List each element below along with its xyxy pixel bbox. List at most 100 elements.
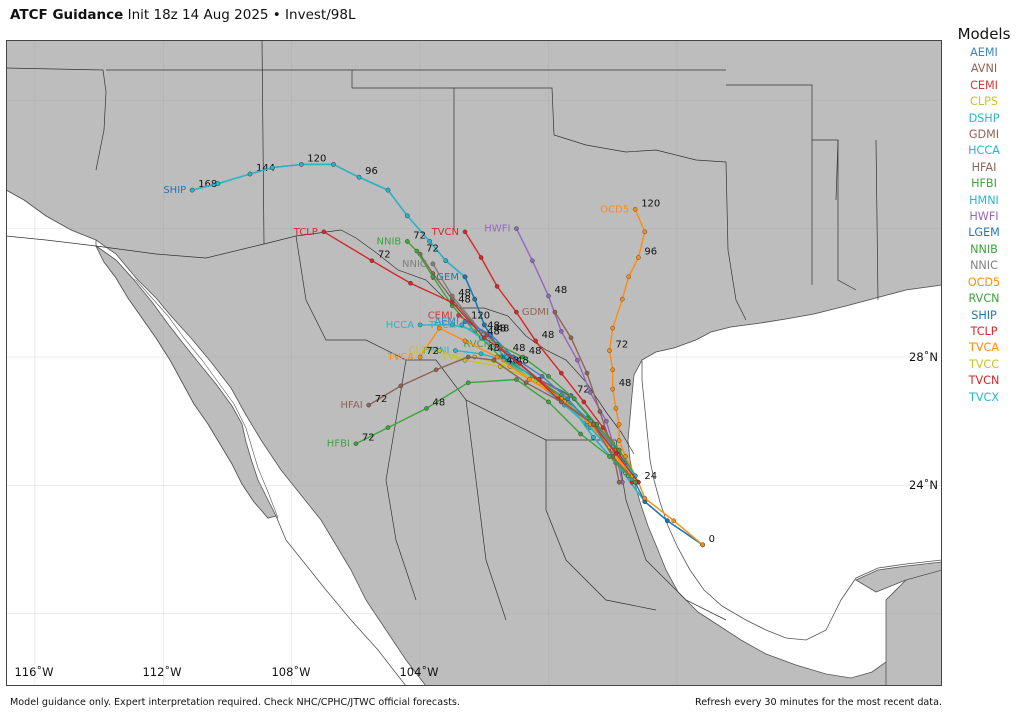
track-gdmi[interactable]: GDMI [522, 307, 622, 485]
track-point [437, 325, 442, 331]
track-point [481, 322, 487, 328]
track-point [620, 296, 625, 302]
track-point [552, 309, 558, 315]
border-co-nm [262, 69, 353, 88]
track-point [616, 479, 622, 485]
forecast-hour-label: 48 [506, 356, 519, 367]
track-point [514, 377, 519, 382]
track-point [642, 495, 648, 501]
forecast-hour-label: 48 [494, 324, 507, 335]
track-point [559, 399, 564, 405]
track-ocd5[interactable]: 24 48 72 96 120 OCD5 [600, 198, 705, 548]
track-tclp[interactable]: 72 TCLP [293, 227, 641, 485]
legend-item-tvcc[interactable]: TVCC [968, 357, 1000, 371]
track-model-label: AEMI [434, 317, 459, 328]
track-point [398, 383, 404, 389]
track-point [321, 229, 327, 235]
legend-item-ocd5[interactable]: OCD5 [967, 275, 1001, 289]
lon-label-112w: 112˚W [142, 664, 181, 679]
legend-item-nnic[interactable]: NNIC [970, 259, 998, 273]
border-mx-states-3 [385, 359, 417, 601]
track-point [613, 406, 619, 411]
border-tx-ok [454, 87, 727, 163]
track-point [533, 338, 538, 344]
legend-item-hfbi[interactable]: HFBI [971, 177, 997, 191]
track-point [472, 296, 478, 302]
track-hfbi[interactable]: 48 72 HFBI [327, 377, 638, 485]
track-point [571, 396, 577, 402]
track-line [192, 163, 703, 546]
track-model-label: RVCN [463, 339, 491, 350]
forecast-hour-label: 48 [458, 288, 471, 299]
forecast-hour-label: 48 [487, 343, 500, 354]
track-point [478, 351, 484, 357]
track-point [581, 399, 587, 405]
track-point [520, 354, 526, 360]
forecast-hour-label: 48 [513, 343, 526, 354]
legend-item-hcca[interactable]: HCCA [968, 144, 1000, 158]
map-canvas[interactable]: 0 96 120 144 168 SHIP 72 LGEM 24 48 72 96 120 OCD5 48 H… [6, 40, 942, 686]
legend-item-tvcx[interactable]: TVCX [969, 390, 999, 404]
border-al [875, 139, 879, 301]
track-point [546, 293, 551, 299]
legend-item-nnib[interactable]: NNIB [970, 242, 998, 256]
forecast-hour-label: 48 [542, 330, 555, 341]
track-point [591, 434, 596, 440]
legend-item-hmni[interactable]: HMNI [969, 193, 999, 207]
legend-item-lgem[interactable]: LGEM [968, 226, 1000, 240]
track-point [604, 418, 609, 424]
legend-item-clps[interactable]: CLPS [970, 95, 998, 109]
legend-item-ship[interactable]: SHIP [971, 308, 997, 322]
header: ATCF Guidance Init 18z 14 Aug 2025 • Inv… [10, 7, 355, 27]
lon-label-116w: 116˚W [14, 664, 53, 679]
forecast-hour-label: 48 [458, 295, 471, 306]
gulf-of-mexico [641, 284, 942, 641]
forecast-hour-label: 48 [619, 378, 632, 389]
track-point [488, 332, 494, 337]
track-point [610, 386, 616, 392]
legend-item-tclp[interactable]: TCLP [970, 324, 998, 338]
legend-item-hfai[interactable]: HFAI [971, 160, 997, 174]
legend-item-dshp[interactable]: DSHP [968, 111, 1000, 125]
track-point [247, 171, 253, 177]
track-point [610, 367, 616, 373]
track-model-label: TVCA [386, 352, 414, 363]
forecast-hour-label: 24 [644, 471, 657, 482]
legend-item-tvcn[interactable]: TVCN [968, 374, 1000, 388]
legend-item-avni[interactable]: AVNI [970, 62, 998, 76]
border-mx-states-2 [435, 359, 616, 441]
forecast-hour-label: 0 [709, 534, 715, 545]
track-point [459, 322, 465, 328]
map-panel[interactable]: 0 96 120 144 168 SHIP 72 LGEM 24 48 72 96 120 OCD5 48 H… [6, 40, 942, 686]
forecast-hour-label: 120 [641, 198, 660, 209]
legend-item-hwfi[interactable]: HWFI [969, 210, 999, 224]
legend-item-gdmi[interactable]: GDMI [968, 128, 1000, 142]
legend-title: Models [957, 25, 1011, 43]
track-model-label: TVCC [441, 352, 469, 363]
forecast-hour-label: 72 [577, 385, 590, 396]
track-model-label: CLPS [408, 346, 433, 357]
track-point [584, 370, 590, 376]
track-point [270, 165, 275, 170]
track-point [404, 213, 410, 219]
forecast-hour-label: 72 [426, 346, 439, 357]
track-point [607, 348, 612, 353]
track-point [414, 248, 420, 254]
track-hfai[interactable]: 72 HFAI [341, 354, 638, 485]
track-point [462, 274, 468, 280]
track-model-label: HFBI [327, 439, 350, 450]
track-point [462, 338, 468, 344]
border-az-nm [261, 40, 265, 245]
track-point [417, 354, 423, 360]
legend-item-rvcn[interactable]: RVCN [968, 292, 1000, 306]
legend-item-cemi[interactable]: CEMI [970, 78, 998, 92]
border-mx-states-5 [465, 399, 507, 621]
legend-item-tvca[interactable]: TVCA [969, 341, 999, 355]
track-point [526, 377, 532, 382]
lat-label-24n: 24˚N [909, 477, 938, 492]
track-model-label: TVCN [431, 227, 459, 238]
legend-item-aemi[interactable]: AEMI [970, 46, 998, 59]
axis-labels: 116˚W 112˚W 108˚W 104˚W 28˚N 24˚N [14, 349, 938, 679]
track-point [456, 312, 461, 318]
track-point [189, 187, 195, 193]
